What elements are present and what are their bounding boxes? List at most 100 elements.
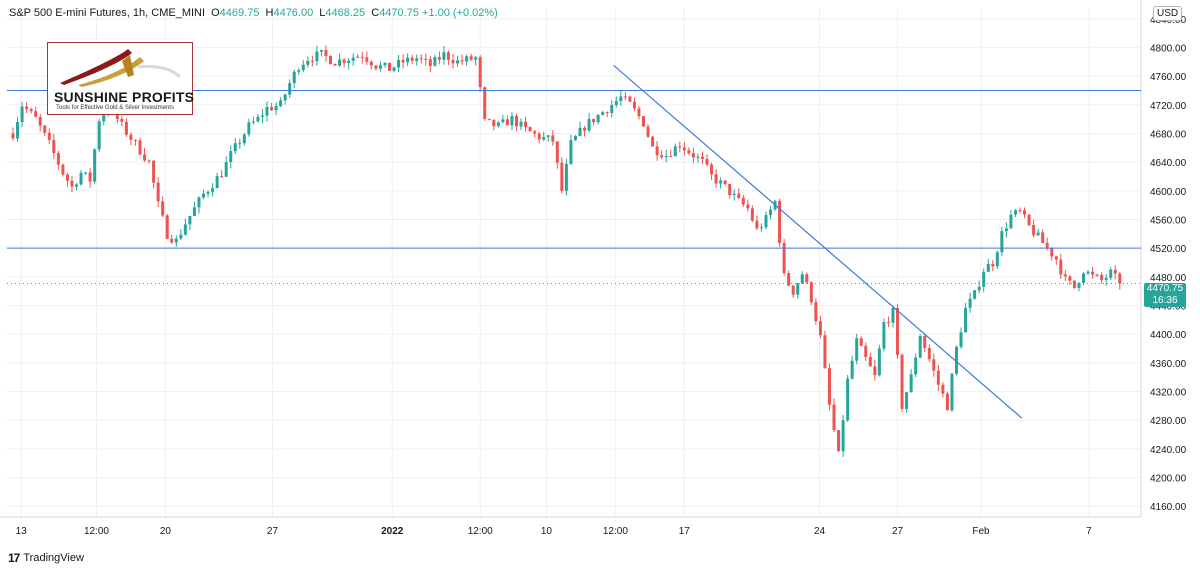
candle-body bbox=[583, 127, 587, 131]
candle-body bbox=[25, 106, 29, 110]
candle-body bbox=[401, 59, 405, 63]
candle-body bbox=[478, 57, 482, 88]
candle-body bbox=[265, 107, 269, 116]
candle-body bbox=[923, 336, 927, 349]
candle-body bbox=[1104, 277, 1108, 280]
candle-body bbox=[197, 197, 201, 208]
candle-body bbox=[882, 322, 886, 349]
y-tick-label: 4640.00 bbox=[1150, 158, 1187, 169]
candle-body bbox=[1072, 280, 1076, 288]
candle-body bbox=[465, 56, 469, 62]
candle-body bbox=[374, 65, 378, 69]
candle-body bbox=[1063, 274, 1067, 277]
candle-body bbox=[446, 52, 450, 60]
y-tick-label: 4240.00 bbox=[1150, 445, 1187, 456]
candle-body bbox=[306, 60, 310, 65]
candle-body bbox=[437, 56, 441, 60]
candle-body bbox=[415, 58, 419, 61]
candle-body bbox=[433, 56, 437, 66]
tradingview-label: TradingView bbox=[23, 552, 84, 564]
logo-tagline: Tools for Effective Gold & Silver Invest… bbox=[56, 105, 174, 111]
close-label: C bbox=[371, 7, 380, 19]
y-tick-label: 4280.00 bbox=[1150, 416, 1187, 427]
candle-body bbox=[796, 283, 800, 295]
candle-body bbox=[1054, 256, 1058, 260]
candle-body bbox=[260, 115, 264, 117]
candle-body bbox=[542, 136, 546, 140]
candle-body bbox=[170, 238, 174, 243]
candle-body bbox=[859, 338, 863, 346]
candle-body bbox=[746, 204, 750, 209]
candle-body bbox=[596, 114, 600, 123]
y-tick-label: 4400.00 bbox=[1150, 330, 1187, 341]
candle-body bbox=[769, 209, 773, 216]
candle-body bbox=[52, 139, 56, 153]
candle-body bbox=[324, 49, 328, 56]
candle-body bbox=[673, 146, 677, 157]
candle-body bbox=[297, 70, 301, 72]
candle-body bbox=[61, 164, 65, 175]
y-tick-label: 4360.00 bbox=[1150, 359, 1187, 370]
candle-body bbox=[174, 238, 178, 243]
logo-brand: SUNSHINE PROFITS bbox=[54, 89, 195, 105]
y-tick-label: 4480.00 bbox=[1150, 273, 1187, 284]
candle-body bbox=[419, 58, 423, 60]
candle-body bbox=[954, 346, 958, 374]
candle-body bbox=[533, 131, 537, 134]
candle-body bbox=[968, 298, 972, 308]
x-tick-label: 27 bbox=[267, 526, 279, 537]
candle-body bbox=[378, 65, 382, 69]
candles-group bbox=[11, 45, 1122, 457]
candle-body bbox=[392, 67, 396, 71]
candle-body bbox=[787, 273, 791, 286]
candle-body bbox=[70, 180, 74, 187]
candle-body bbox=[256, 116, 260, 122]
candle-body bbox=[1095, 274, 1099, 276]
y-tick-label: 4800.00 bbox=[1150, 43, 1187, 54]
candle-body bbox=[283, 94, 287, 101]
candle-body bbox=[43, 125, 47, 133]
tradingview-brand[interactable]: 17 TradingView bbox=[8, 551, 84, 565]
sunshine-profits-logo: SUNSHINE PROFITS Tools for Effective Gol… bbox=[47, 42, 195, 115]
candle-body bbox=[251, 121, 255, 123]
candle-body bbox=[1004, 228, 1008, 232]
candle-body bbox=[1000, 231, 1004, 253]
candle-body bbox=[991, 263, 995, 267]
candle-body bbox=[642, 116, 646, 127]
candle-body bbox=[728, 183, 732, 196]
candle-body bbox=[1045, 243, 1049, 248]
candle-body bbox=[1050, 247, 1054, 257]
candle-body bbox=[886, 322, 890, 324]
candle-body bbox=[342, 59, 346, 64]
candle-body bbox=[918, 336, 922, 358]
candle-body bbox=[496, 122, 500, 127]
y-tick-label: 4600.00 bbox=[1150, 187, 1187, 198]
candle-body bbox=[97, 121, 101, 150]
tradingview-logo-icon: 17 bbox=[8, 551, 20, 565]
currency-badge[interactable]: USD bbox=[1153, 6, 1183, 21]
candle-body bbox=[365, 57, 369, 62]
candle-body bbox=[329, 55, 333, 65]
candle-body bbox=[551, 135, 555, 142]
candle-body bbox=[805, 274, 809, 283]
candle-body bbox=[129, 134, 133, 140]
candle-body bbox=[1086, 271, 1090, 274]
candle-body bbox=[905, 392, 909, 409]
candle-body bbox=[406, 57, 410, 63]
y-tick-label: 4160.00 bbox=[1150, 502, 1187, 513]
candle-body bbox=[755, 220, 759, 229]
candle-body bbox=[537, 133, 541, 140]
candle-body bbox=[75, 184, 79, 187]
candle-body bbox=[333, 64, 337, 66]
candle-body bbox=[34, 111, 38, 118]
candle-body bbox=[165, 215, 169, 239]
candle-body bbox=[682, 147, 686, 151]
candle-body bbox=[669, 155, 673, 157]
candle-body bbox=[868, 356, 872, 367]
candle-body bbox=[138, 140, 142, 155]
candle-body bbox=[732, 193, 736, 196]
candle-body bbox=[310, 60, 314, 62]
candle-body bbox=[143, 154, 147, 161]
candle-body bbox=[147, 160, 151, 162]
candle-body bbox=[900, 354, 904, 409]
